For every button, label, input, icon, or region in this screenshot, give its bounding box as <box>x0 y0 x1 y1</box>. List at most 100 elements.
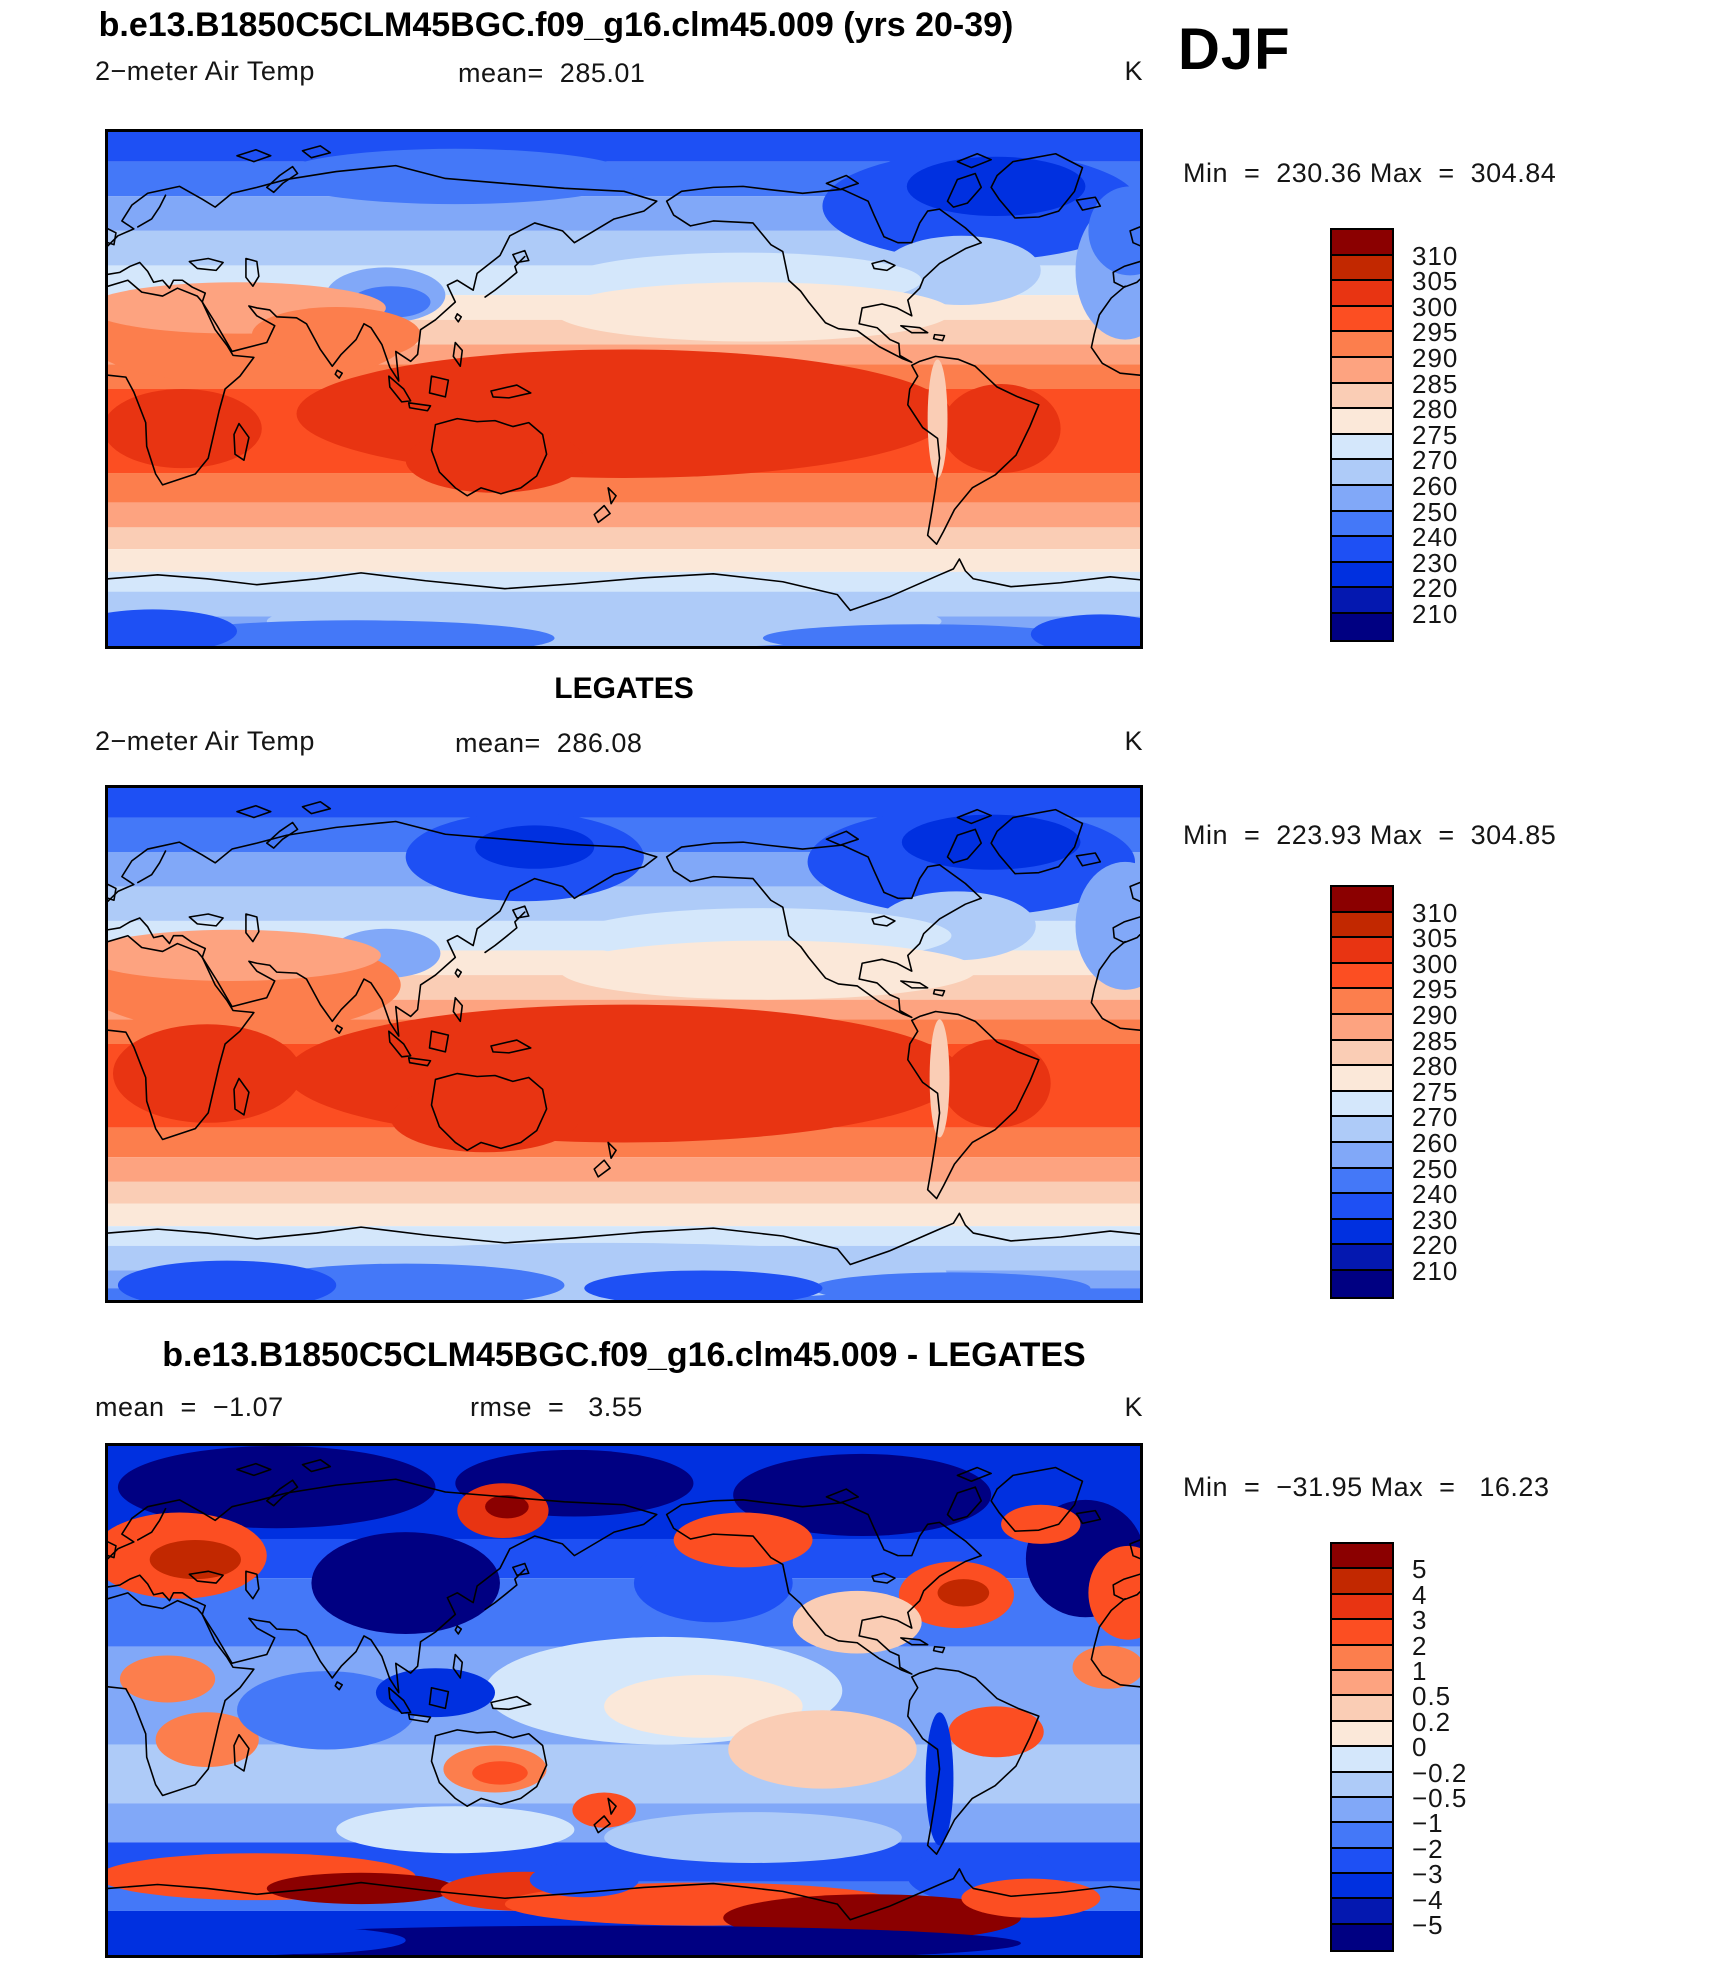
colorbar-tick-label: 260 <box>1412 1128 1459 1158</box>
colorbar-cell <box>1332 1670 1392 1697</box>
colorbar-cell <box>1332 1040 1392 1067</box>
colorbar-cell <box>1332 281 1392 307</box>
colorbar-cell <box>1332 511 1392 538</box>
colorbar-tick-label: 1 <box>1412 1656 1428 1686</box>
colorbar-tick-label: 285 <box>1412 1025 1459 1056</box>
colorbar-cell <box>1332 938 1392 964</box>
colorbar-cell <box>1332 230 1392 256</box>
panel3-mean: mean = −1.07 <box>95 1392 284 1422</box>
colorbar-tick-label: 305 <box>1412 923 1459 954</box>
colorbar-cell <box>1332 1270 1392 1297</box>
temperature-field-model <box>108 132 1140 646</box>
colorbar-tick-label: 230 <box>1412 547 1459 578</box>
colorbar-tick-label: 310 <box>1412 240 1459 271</box>
panel1-minmax: Min = 230.36 Max = 304.84 <box>1183 158 1557 188</box>
colorbar-tick-label: 280 <box>1412 1051 1459 1082</box>
colorbar-tick-label: 290 <box>1412 343 1459 373</box>
panel2-units: K <box>1124 726 1143 756</box>
colorbar-cell <box>1332 1194 1392 1220</box>
colorbar-tick-label: 295 <box>1412 974 1459 1005</box>
colorbar-cell <box>1332 409 1392 435</box>
colorbar-cell <box>1332 562 1392 589</box>
panel1-units: K <box>1124 56 1143 86</box>
colorbar-cell <box>1332 1772 1392 1798</box>
panel3-rmse: rmse = 3.55 <box>470 1392 643 1422</box>
colorbar-cell <box>1332 989 1392 1015</box>
colorbar-tick-label: 310 <box>1412 897 1459 928</box>
panel3-units: K <box>1124 1392 1143 1422</box>
colorbar-cell <box>1332 1721 1392 1748</box>
colorbar-cell <box>1332 1924 1392 1951</box>
colorbar-tick-label: 240 <box>1412 1179 1459 1210</box>
panel2-minmax: Min = 223.93 Max = 304.85 <box>1183 820 1557 850</box>
panel1-mean: mean= 285.01 <box>458 58 646 88</box>
colorbar-cell <box>1332 613 1392 640</box>
colorbar-tick-label: 285 <box>1412 368 1459 399</box>
colorbar-model-cells <box>1330 228 1394 642</box>
colorbar-tick-label: 0.5 <box>1412 1681 1452 1712</box>
colorbar-tick-label: 260 <box>1412 471 1459 501</box>
colorbar-cell <box>1332 963 1392 990</box>
panel3-minmax: Min = −31.95 Max = 16.23 <box>1183 1472 1550 1502</box>
colorbar-cell <box>1332 1797 1392 1824</box>
temperature-field-obs <box>108 788 1140 1300</box>
colorbar-tick-label: −2 <box>1412 1833 1444 1864</box>
colorbar-model: 310 305 300 295 290 285 280 275 270 260 250 240 230 2… <box>1330 228 1457 642</box>
colorbar-cell <box>1332 255 1392 282</box>
map-difference-svg <box>108 1446 1140 1955</box>
colorbar-tick-label: −3 <box>1412 1859 1444 1890</box>
panel2-field-label: 2−meter Air Temp <box>95 726 315 756</box>
colorbar-tick-label: 2 <box>1412 1630 1428 1661</box>
temperature-difference-field <box>108 1446 1140 1955</box>
colorbar-cell <box>1332 332 1392 358</box>
colorbar-cell <box>1332 357 1392 384</box>
colorbar-cell <box>1332 1066 1392 1092</box>
colorbar-cell <box>1332 1245 1392 1271</box>
colorbar-cell <box>1332 383 1392 410</box>
map-model <box>105 129 1143 649</box>
season-label: DJF <box>1178 17 1291 82</box>
colorbar-cell <box>1332 1117 1392 1143</box>
colorbar-cell <box>1332 912 1392 939</box>
colorbar-tick-label: −4 <box>1412 1884 1444 1915</box>
colorbar-cell <box>1332 1620 1392 1646</box>
panel1-field-label: 2−meter Air Temp <box>95 56 315 86</box>
panel2-mean: mean= 286.08 <box>455 728 643 758</box>
colorbar-cell <box>1332 1544 1392 1570</box>
colorbar-tick-label: 3 <box>1412 1605 1428 1636</box>
colorbar-tick-label: 5 <box>1412 1554 1428 1585</box>
colorbar-tick-label: 250 <box>1412 1153 1459 1184</box>
colorbar-tick-label: 4 <box>1412 1579 1428 1610</box>
colorbar-tick-label: −1 <box>1412 1808 1444 1839</box>
colorbar-tick-label: 280 <box>1412 394 1459 425</box>
colorbar-tick-label: 210 <box>1412 1256 1459 1286</box>
colorbar-cell <box>1332 1569 1392 1595</box>
colorbar-tick-label: 275 <box>1412 1076 1459 1107</box>
colorbar-tick-label: 305 <box>1412 266 1459 297</box>
colorbar-tick-label: 270 <box>1412 1102 1459 1133</box>
colorbar-cell <box>1332 1168 1392 1195</box>
map-model-svg <box>108 132 1140 646</box>
colorbar-tick-label: 230 <box>1412 1204 1459 1235</box>
colorbar-cell <box>1332 588 1392 614</box>
colorbar-tick-label: 300 <box>1412 291 1459 322</box>
panel1-title: b.e13.B1850C5CLM45BGC.f09_g16.clm45.009 … <box>98 6 1014 44</box>
colorbar-tick-label: 270 <box>1412 445 1459 476</box>
colorbar-obs-cells <box>1330 885 1394 1299</box>
colorbar-cell <box>1332 1874 1392 1900</box>
colorbar-cell <box>1332 434 1392 461</box>
colorbar-cell <box>1332 1645 1392 1671</box>
colorbar-tick-label: 220 <box>1412 573 1459 604</box>
colorbar-cell <box>1332 1091 1392 1118</box>
colorbar-tick-label: 250 <box>1412 496 1459 527</box>
colorbar-cell <box>1332 306 1392 333</box>
colorbar-cell <box>1332 1848 1392 1875</box>
colorbar-cell <box>1332 537 1392 563</box>
panel2-title: LEGATES <box>554 672 694 705</box>
colorbar-tick-label: 275 <box>1412 419 1459 450</box>
colorbar-tick-label: 295 <box>1412 317 1459 348</box>
colorbar-tick-label: 210 <box>1412 599 1459 629</box>
colorbar-difference-cells <box>1330 1542 1394 1953</box>
colorbar-tick-label: 300 <box>1412 948 1459 979</box>
